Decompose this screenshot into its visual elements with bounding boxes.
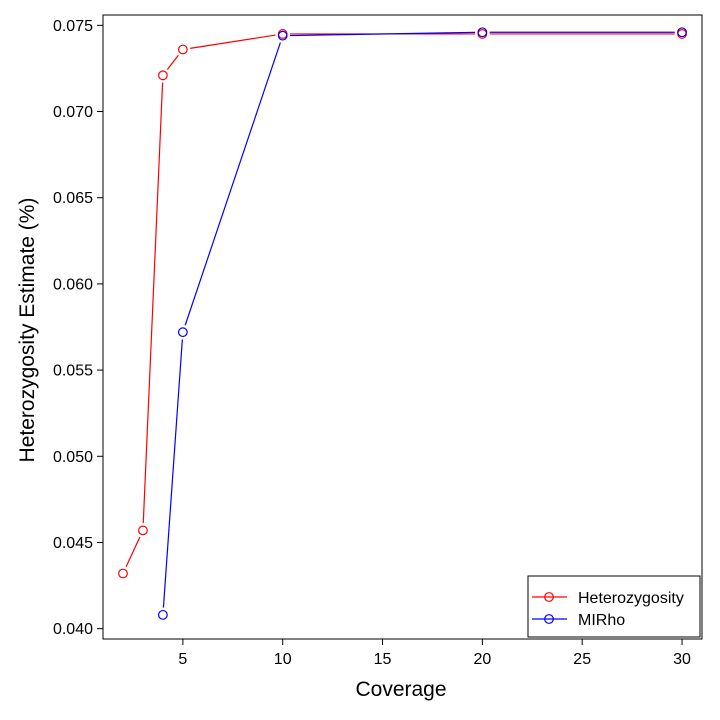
series-segment-heterozygosity: [166, 54, 179, 70]
y-tick-label: 0.055: [53, 363, 93, 380]
legend-label-mirho: MIRho: [578, 612, 625, 629]
y-tick-label: 0.065: [53, 190, 93, 207]
x-tick-label: 25: [573, 651, 591, 668]
legend-marker-heterozygosity: [544, 592, 554, 602]
y-tick-label: 0.050: [53, 449, 93, 466]
y-tick-label: 0.060: [53, 276, 93, 293]
series-segment-heterozygosity: [125, 536, 141, 568]
plot-area-frame: [102, 14, 703, 640]
y-tick-label: 0.045: [53, 535, 93, 552]
legend-marker-mirho: [544, 614, 554, 624]
data-point-heterozygosity: [177, 44, 188, 55]
series-segment-mirho: [184, 42, 281, 326]
series-segment-heterozygosity: [142, 82, 164, 524]
x-tick-label: 10: [274, 651, 292, 668]
y-tick-label: 0.075: [53, 18, 93, 35]
legend: Heterozygosity MIRho: [527, 575, 701, 638]
y-tick-label: 0.040: [53, 621, 93, 638]
data-point-mirho: [177, 327, 188, 338]
x-tick-label: 5: [178, 651, 187, 668]
y-tick-label: 0.070: [53, 104, 93, 121]
data-point-mirho: [277, 30, 288, 41]
x-tick-label: 30: [673, 651, 691, 668]
series-layer: [118, 27, 687, 620]
x-tick-label: 20: [473, 651, 491, 668]
y-axis: 0.040 0.045 0.050 0.055 0.060 0.065 0.070 0.075: [53, 18, 103, 638]
series-segment-mirho: [162, 339, 183, 608]
series-segment-heterozygosity: [189, 34, 276, 49]
x-tick-label: 15: [374, 651, 392, 668]
x-axis: 5 10 15 20 25 30: [178, 639, 691, 668]
data-point-heterozygosity: [138, 525, 148, 536]
data-point-mirho: [477, 27, 488, 38]
legend-box: [527, 575, 701, 638]
data-point-mirho: [157, 609, 168, 620]
data-point-mirho: [677, 27, 687, 38]
series-segment-mirho: [289, 31, 476, 37]
y-axis-title: Heterozygosity Estimate (%): [16, 198, 39, 463]
x-axis-title: Coverage: [355, 678, 446, 701]
legend-label-heterozygosity: Heterozygosity: [578, 590, 684, 607]
data-point-heterozygosity: [118, 568, 128, 579]
data-point-heterozygosity: [157, 70, 168, 81]
